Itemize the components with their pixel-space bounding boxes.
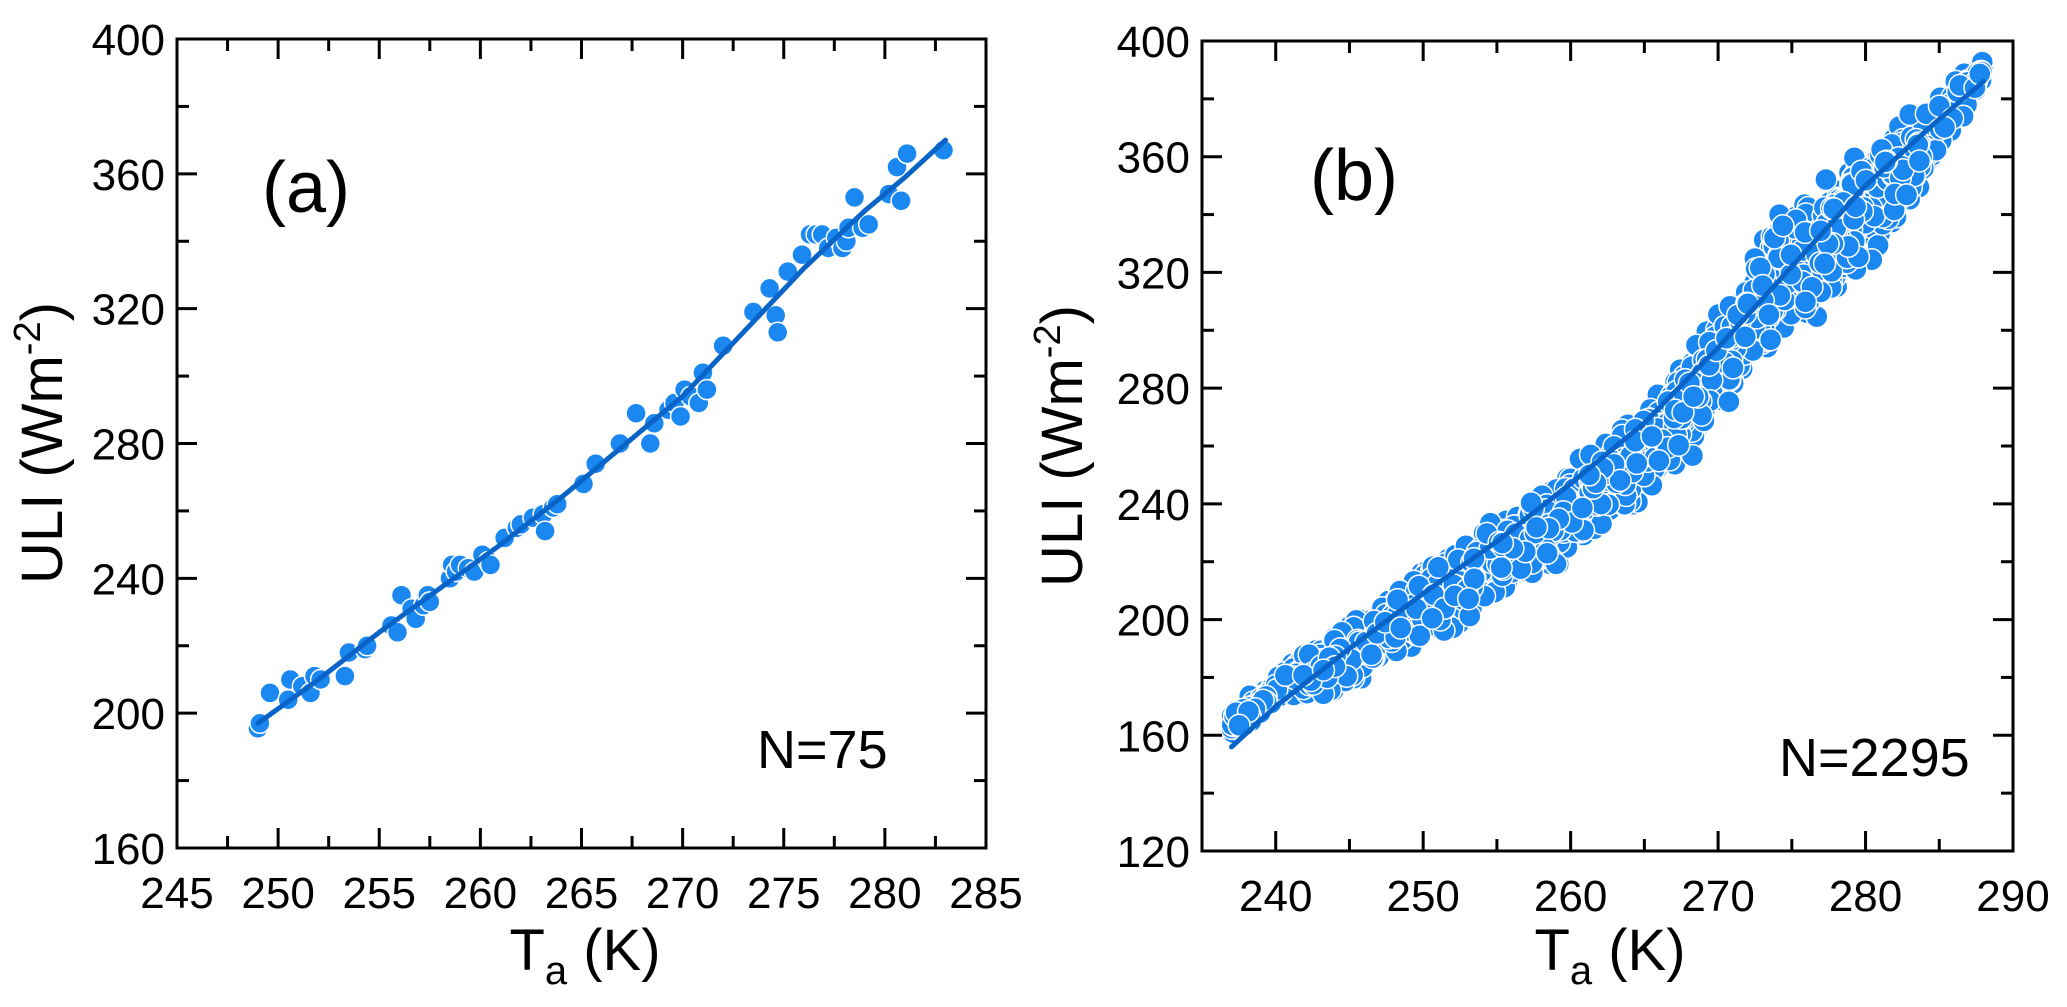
panel-b-data-point [1681, 384, 1706, 409]
panel-b-y-tick-label: 360 [1117, 134, 1190, 183]
panel-a-data-point [766, 321, 789, 344]
panel-a-data-point [572, 473, 595, 495]
panel-a-y-tick-label: 400 [92, 16, 165, 65]
panel-b-y-axis-title: ULI (Wm-2) [1027, 305, 1095, 587]
panel-b-data-point [1721, 356, 1745, 380]
panel-a-x-tick-label: 245 [140, 869, 213, 918]
panel-b-data-point [1359, 642, 1384, 667]
panel-a-y-tick-label: 360 [92, 151, 165, 200]
panel-a-x-tick-label: 275 [747, 869, 820, 918]
panel-a-y-axis-title: ULI (Wm-2) [7, 302, 75, 584]
panel-a-n-annotation: N=75 [757, 720, 888, 780]
panel-b-x-axis-title: Ta (K) [1534, 918, 1685, 993]
panel-b-label: (b) [1310, 136, 1398, 216]
panel-a-data-point [625, 402, 647, 424]
panel-a-y-tick-label: 320 [92, 286, 165, 335]
panel-a-x-axis-title: Ta (K) [509, 918, 660, 993]
panel-b-x-tick-label: 250 [1386, 872, 1459, 921]
panel-a-x-tick-label: 285 [949, 869, 1022, 918]
panel-b-y-tick-label: 280 [1117, 365, 1190, 414]
panel-a-data-point [758, 277, 781, 300]
panel-b-data-point [1812, 251, 1837, 276]
panel-b-data-point [1535, 541, 1559, 566]
panel-b-data-point [1757, 303, 1781, 327]
panel-a-x-tick-label: 280 [848, 869, 921, 918]
panel-b-n-annotation: N=2295 [1779, 728, 1970, 788]
panel-b-data-point [1873, 150, 1898, 174]
panel-a-y-tick-label: 280 [92, 421, 165, 470]
panel-a-data-point [639, 432, 662, 455]
panel-a-label: (a) [262, 148, 350, 228]
panel-b-data-point [1647, 448, 1671, 473]
panel-b-x-tick-label: 260 [1534, 872, 1607, 921]
panel-b-data-point [1608, 468, 1632, 493]
panel-a-y-tick-label: 240 [92, 555, 165, 604]
panel-b-y-tick-label: 320 [1117, 249, 1190, 298]
panel-b-data-point [1854, 168, 1878, 192]
panel-b-data-point [1666, 433, 1691, 457]
panel-b-x-tick-label: 270 [1681, 872, 1754, 921]
panel-a-data-point [843, 186, 866, 209]
panel-a-x-tick-label: 270 [646, 869, 719, 918]
panel-b-data-point [1733, 324, 1758, 349]
panel-b: 240 250 260 270 280 290 120 160 200 240 280 320 360 4… [1027, 18, 2050, 993]
panel-b-data-point [1462, 566, 1486, 591]
panel-b-data-point [1717, 389, 1741, 414]
panel-b-x-tick-label: 290 [1976, 872, 2049, 921]
panel-a-data-point [534, 520, 556, 542]
panel-a: 245 250 255 260 265 270 275 280 285 160 200 240 280 3… [7, 16, 1023, 993]
panel-b-data-point [1793, 290, 1818, 314]
panel-a-data-point [386, 621, 409, 644]
panel-a-data-point [696, 378, 718, 401]
panel-b-data-point [1456, 586, 1481, 611]
panel-a-data-point [669, 405, 692, 428]
panel-a-data-point [791, 243, 813, 266]
panel-a-data-point [259, 682, 281, 704]
panel-b-y-tick-label: 160 [1117, 712, 1190, 761]
panel-a-marks [247, 137, 955, 740]
panel-b-y-tick-label: 120 [1117, 828, 1190, 877]
panel-b-x-tick-label: 280 [1829, 872, 1902, 921]
panel-b-data-point [1489, 555, 1513, 580]
panel-b-data-point [1625, 451, 1649, 476]
panel-b-data-point [1640, 424, 1664, 449]
panel-b-data-point [1771, 213, 1795, 238]
panel-a-data-point [896, 142, 918, 165]
panel-a-x-tick-label: 250 [241, 869, 314, 918]
panel-b-data-point [1814, 167, 1838, 192]
panel-a-y-tick-label: 160 [92, 825, 165, 874]
panel-b-data-point [1420, 606, 1444, 630]
panel-b-data-point [1524, 515, 1549, 539]
panel-b-fit-curve [1229, 79, 1986, 750]
panel-b-y-tick-label: 400 [1117, 18, 1190, 67]
panel-b-y-tick-label: 200 [1117, 597, 1190, 646]
panel-a-x-tick-label: 255 [343, 869, 416, 918]
panel-b-data-point [1907, 149, 1932, 173]
panel-a-axes: 245 250 255 260 265 270 275 280 285 160 200 240 280 3… [92, 16, 1023, 918]
panel-b-data-point [1570, 496, 1595, 520]
panel-b-data-point [1894, 183, 1919, 207]
panel-a-y-tick-label: 200 [92, 690, 165, 739]
panel-b-data-point [1388, 616, 1413, 640]
panel-b-y-tick-label: 240 [1117, 481, 1190, 530]
panel-b-axes: 240 250 260 270 280 290 120 160 200 240 280 320 360 4… [1117, 18, 2050, 921]
panel-a-data-point [334, 665, 356, 687]
panel-b-marks [1219, 50, 1995, 750]
panel-a-fit-curve [255, 137, 948, 726]
panel-a-data-point [890, 190, 912, 212]
panel-a-x-tick-label: 265 [545, 869, 618, 918]
panel-b-data-point [1227, 713, 1251, 738]
panel-a-x-tick-label: 260 [444, 869, 517, 918]
panel-b-x-tick-label: 240 [1239, 872, 1312, 921]
panel-b-data-point [1758, 327, 1783, 352]
panel-b-data-point [1426, 555, 1451, 580]
panel-a-data-point [857, 213, 880, 236]
